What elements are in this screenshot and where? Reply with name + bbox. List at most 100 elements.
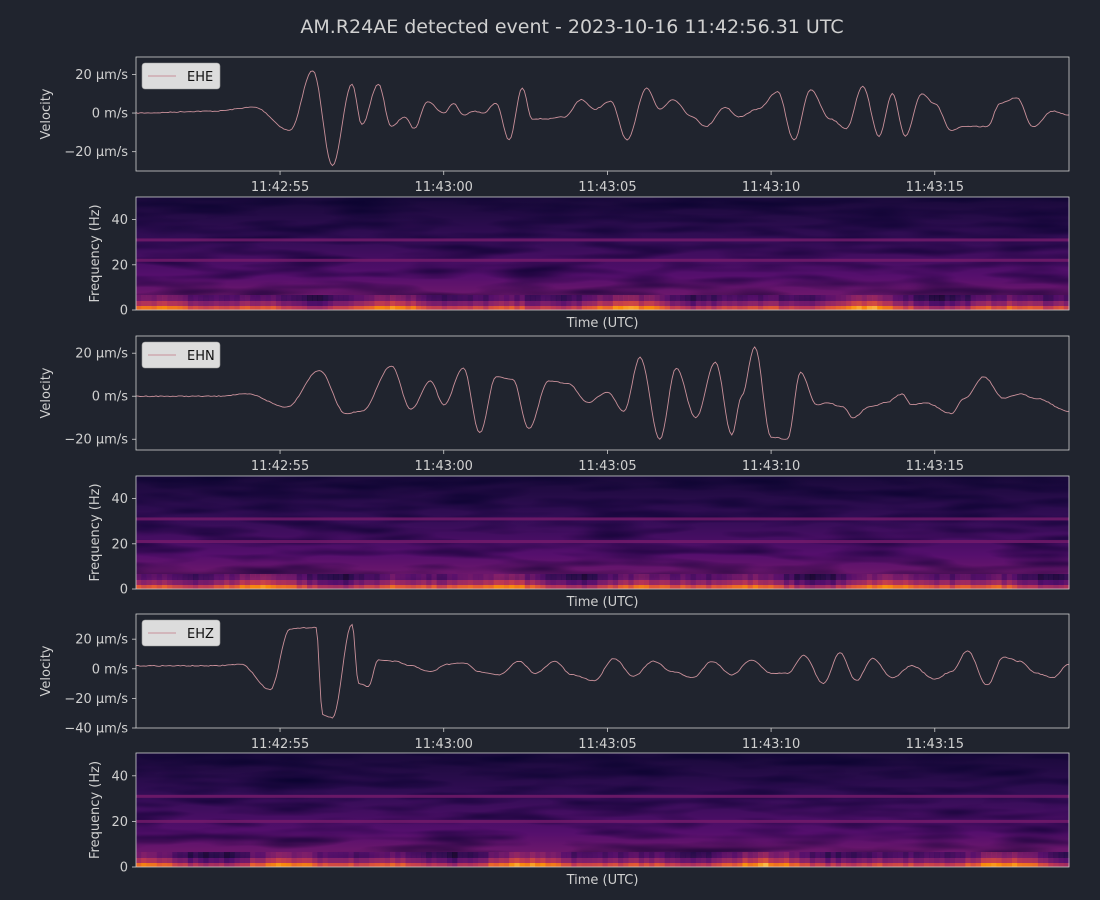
energy-cell	[763, 574, 769, 580]
energy-cell	[773, 580, 780, 585]
energy-cell	[1011, 574, 1018, 580]
energy-cell	[550, 574, 557, 580]
energy-cell	[742, 858, 749, 863]
energy-cell	[752, 585, 759, 589]
energy-cell	[929, 301, 935, 306]
energy-cell	[861, 863, 868, 867]
energy-cell	[711, 852, 718, 858]
energy-cell	[975, 301, 982, 306]
energy-cell	[332, 295, 339, 301]
energy-cell	[203, 301, 210, 306]
energy-cell	[752, 580, 759, 585]
energy-cell	[664, 301, 671, 306]
energy-cell	[529, 301, 536, 306]
energy-cell	[1011, 585, 1018, 589]
energy-cell	[172, 306, 179, 310]
energy-cell	[255, 306, 261, 310]
energy-cell	[783, 852, 790, 858]
energy-cell	[643, 585, 650, 589]
energy-cell	[218, 301, 225, 306]
energy-cell	[960, 863, 966, 867]
energy-cell	[555, 585, 562, 589]
energy-cell	[338, 863, 344, 867]
energy-cell	[721, 574, 728, 580]
energy-cell	[1011, 295, 1018, 301]
energy-cell	[136, 295, 142, 301]
energy-cell	[872, 301, 878, 306]
energy-cell	[737, 574, 744, 580]
energy-cell	[799, 858, 806, 863]
energy-cell	[592, 852, 598, 858]
energy-cell	[939, 306, 946, 310]
energy-cell	[478, 306, 484, 310]
energy-cell	[467, 852, 474, 858]
energy-cell	[545, 863, 552, 867]
energy-cell	[405, 306, 412, 310]
energy-cell	[721, 301, 728, 306]
energy-cell	[768, 852, 775, 858]
energy-cell	[638, 852, 645, 858]
energy-cell	[358, 574, 365, 580]
energy-cell	[244, 295, 251, 301]
energy-cell	[612, 585, 619, 589]
energy-cell	[307, 585, 313, 589]
energy-cell	[208, 585, 215, 589]
energy-cell	[483, 574, 490, 580]
energy-cell	[389, 858, 396, 863]
energy-cell	[758, 863, 764, 867]
energy-cell	[934, 863, 941, 867]
energy-cell	[623, 580, 630, 585]
energy-cell	[550, 295, 557, 301]
energy-cell	[654, 858, 661, 863]
energy-cell	[327, 585, 334, 589]
energy-cell	[732, 574, 738, 580]
energy-cell	[353, 858, 360, 863]
energy-cell	[581, 301, 588, 306]
energy-cell	[384, 306, 391, 310]
energy-cell	[690, 301, 697, 306]
y-tick-label: 20 μm/s	[75, 347, 128, 362]
energy-cell	[405, 858, 412, 863]
energy-cell	[669, 295, 676, 301]
energy-cell	[623, 301, 630, 306]
energy-cell	[555, 301, 562, 306]
axes-frame	[135, 475, 1070, 590]
y-tick-label: 20	[111, 815, 128, 830]
energy-cell	[493, 295, 500, 301]
energy-cell	[275, 585, 282, 589]
y-tick-label: 40	[111, 492, 128, 507]
y-axis-label: Velocity	[39, 645, 54, 696]
energy-cell	[395, 574, 401, 580]
energy-cell	[934, 858, 941, 863]
energy-cell	[291, 301, 298, 306]
energy-cell	[509, 858, 515, 863]
x-tick-label: 11:43:05	[578, 737, 636, 752]
energy-cell	[234, 585, 241, 589]
energy-cell	[835, 574, 842, 580]
energy-cell	[820, 301, 826, 306]
energy-cell	[1032, 863, 1039, 867]
energy-cell	[296, 858, 303, 863]
energy-cell	[872, 863, 878, 867]
energy-cell	[457, 306, 464, 310]
legend-label: EHZ	[187, 627, 214, 642]
energy-cell	[965, 574, 972, 580]
energy-cell	[934, 306, 941, 310]
energy-cell	[1032, 306, 1039, 310]
energy-cell	[877, 295, 883, 301]
energy-cell	[452, 863, 458, 867]
energy-cell	[146, 863, 153, 867]
energy-cell	[322, 301, 329, 306]
energy-cell	[535, 580, 541, 585]
energy-cell	[447, 858, 453, 863]
energy-cell	[332, 863, 339, 867]
energy-cell	[664, 295, 671, 301]
energy-cell	[1001, 574, 1008, 580]
energy-cell	[431, 574, 438, 580]
energy-cell	[146, 295, 153, 301]
energy-cell	[794, 585, 801, 589]
energy-cell	[597, 574, 604, 580]
energy-cell	[322, 580, 329, 585]
energy-cell	[550, 858, 557, 863]
energy-cell	[887, 301, 894, 306]
